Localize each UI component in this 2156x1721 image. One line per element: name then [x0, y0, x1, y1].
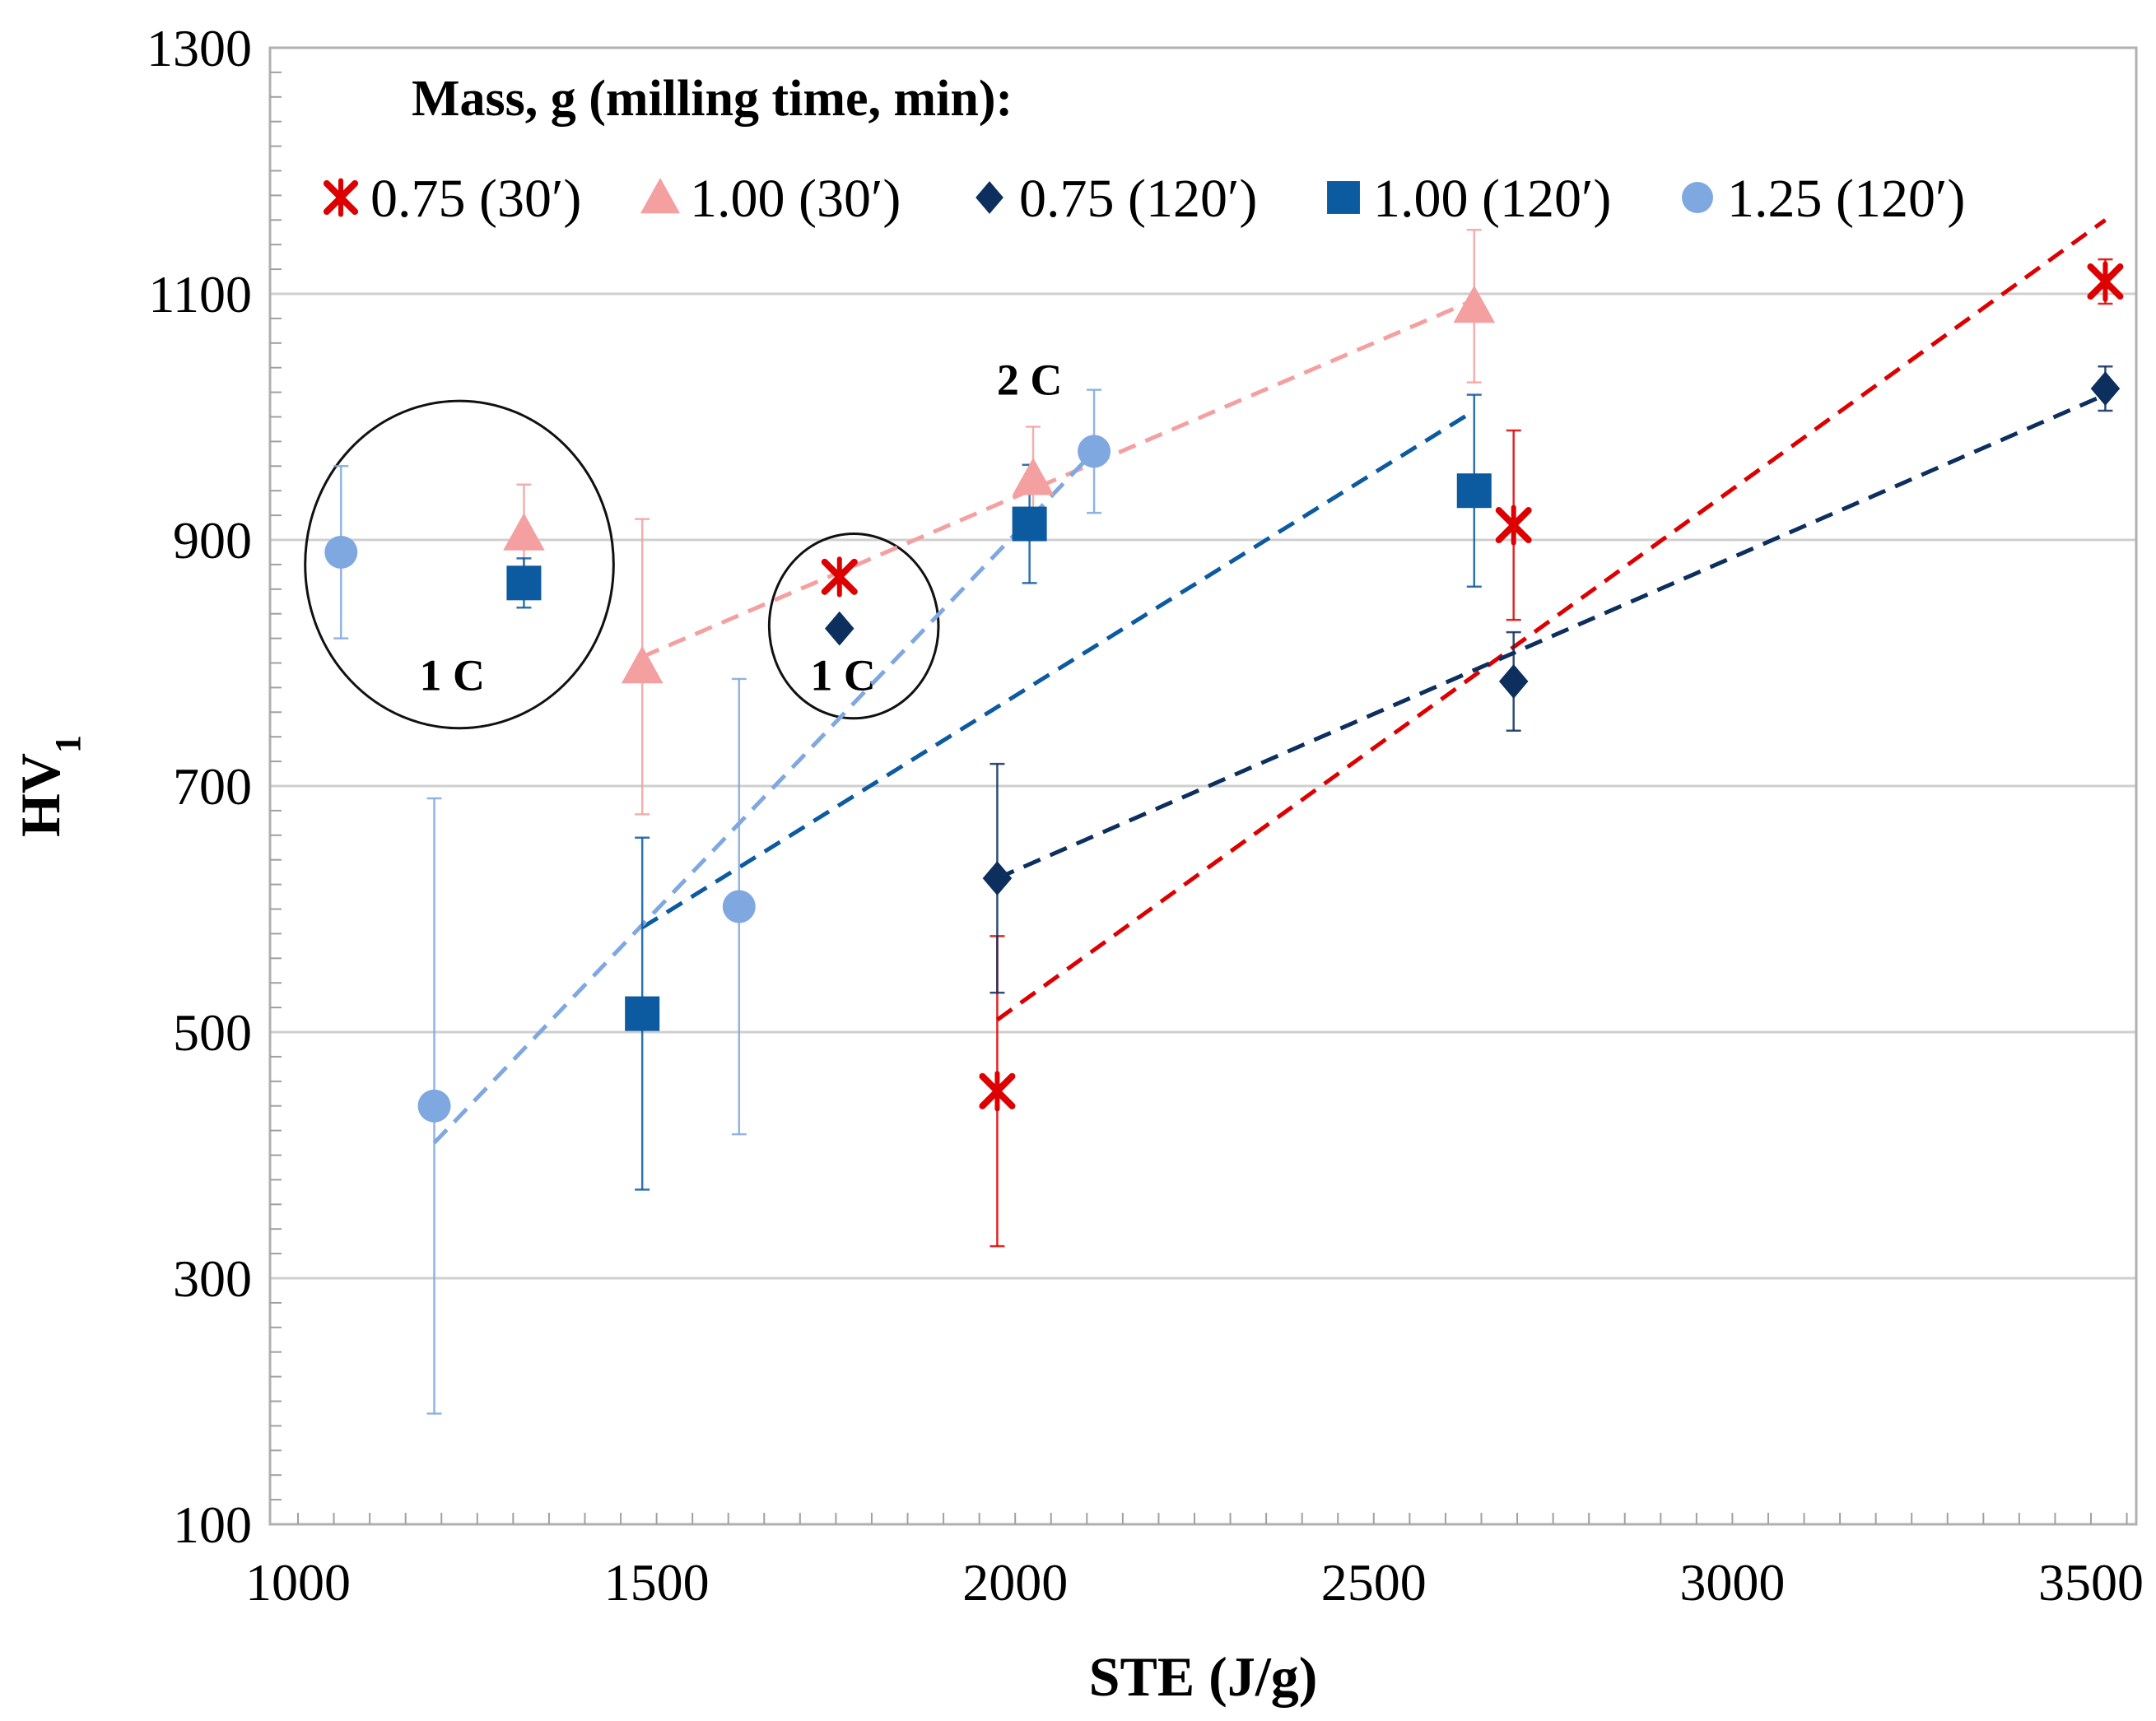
data-point-diamond	[982, 861, 1013, 896]
data-point-square	[506, 565, 542, 601]
data-points	[324, 261, 2124, 1123]
data-point-triangle	[1453, 285, 1496, 323]
legend-label: 1.25 (120′)	[1727, 169, 1965, 229]
annotation-label: 1 C	[810, 650, 876, 700]
legend-item: 1.00 (120′)	[1327, 169, 1611, 229]
data-point-triangle	[503, 513, 545, 551]
y-tick-label: 500	[173, 1003, 252, 1062]
x-tick-label: 3500	[2038, 1553, 2144, 1612]
legend-label: 0.75 (30′)	[370, 169, 581, 229]
x-tick-label: 1500	[604, 1553, 710, 1612]
trend-line-4	[640, 408, 1476, 930]
data-point-square	[1456, 473, 1492, 509]
annotation-circle	[767, 533, 940, 720]
data-point-circle	[324, 535, 358, 569]
legend: Mass, g (milling time, min): 0.75 (30′) 1…	[323, 71, 1965, 229]
x-tick-label: 3000	[1679, 1553, 1785, 1612]
data-point-triangle	[621, 645, 664, 684]
trend-lines	[432, 218, 2107, 1145]
data-point-diamond	[2090, 371, 2121, 407]
y-tick-label: 100	[173, 1495, 252, 1554]
legend-items: 0.75 (30′) 1.00 (30′) 0.75 (120′) 1.00 (120…	[323, 169, 1965, 229]
data-point-asterisk	[821, 556, 858, 598]
x-minor-ticks	[297, 1513, 2128, 1524]
annotation-label: 1 C	[420, 650, 486, 700]
data-point-triangle	[1012, 457, 1055, 495]
y-tick-label: 900	[173, 511, 252, 570]
legend-item: 1.25 (120′)	[1682, 169, 1965, 229]
legend-label: 1.00 (120′)	[1373, 169, 1611, 229]
data-point-circle	[722, 890, 756, 923]
legend-marker-triangle	[640, 177, 681, 214]
trend-line-1	[995, 218, 2107, 1022]
data-point-asterisk	[979, 1071, 1016, 1112]
x-tick-label: 1000	[245, 1553, 351, 1612]
gridlines	[270, 292, 2136, 1280]
y-tick-label: 1100	[148, 265, 252, 323]
data-point-circle	[417, 1089, 451, 1123]
y-tick-label: 1300	[147, 19, 252, 77]
legend-title: Mass, g (milling time, min):	[412, 71, 1013, 127]
x-tick-labels: 1000 1500 2000 2500 3000 3500	[245, 1553, 2144, 1612]
data-point-square	[1012, 506, 1047, 542]
y-tick-labels: 100 300 500 700 900 1100 1300	[147, 19, 252, 1554]
data-point-asterisk	[2087, 261, 2124, 302]
legend-item: 0.75 (30′)	[323, 169, 581, 229]
x-axis-title: STE (J/g)	[1089, 1645, 1318, 1708]
annotation-circle	[304, 399, 615, 730]
legend-item: 1.00 (30′)	[640, 169, 901, 229]
data-point-asterisk	[1495, 505, 1532, 546]
legend-marker-diamond	[976, 181, 1003, 214]
y-tick-label: 700	[173, 757, 252, 816]
legend-marker-square	[1327, 181, 1360, 214]
y-axis-title: HV1	[9, 735, 88, 837]
trend-line-5	[432, 449, 1096, 1145]
x-tick-label: 2500	[1321, 1553, 1427, 1612]
y-axis-title-main: HV	[9, 753, 72, 837]
legend-label: 0.75 (120′)	[1019, 169, 1257, 229]
plot-area-frame	[268, 46, 2138, 1526]
legend-marker-circle	[1682, 182, 1713, 213]
y-tick-label: 300	[173, 1249, 252, 1308]
trend-line-2	[641, 298, 1475, 659]
data-point-square	[625, 996, 660, 1031]
annotations: 1 C 1 C 2 C	[304, 356, 1063, 730]
x-tick-label: 2000	[962, 1553, 1068, 1612]
data-point-diamond	[824, 611, 854, 646]
data-point-circle	[1078, 435, 1111, 468]
data-point-diamond	[1498, 664, 1529, 699]
legend-marker-asterisk	[323, 178, 359, 217]
y-minor-ticks	[270, 71, 282, 1501]
trend-line-3	[996, 393, 2107, 881]
legend-item: 0.75 (120′)	[976, 169, 1257, 229]
y-axis-title-subscript: 1	[48, 735, 88, 753]
annotation-label: 2 C	[997, 356, 1063, 405]
legend-label: 1.00 (30′)	[690, 169, 901, 229]
